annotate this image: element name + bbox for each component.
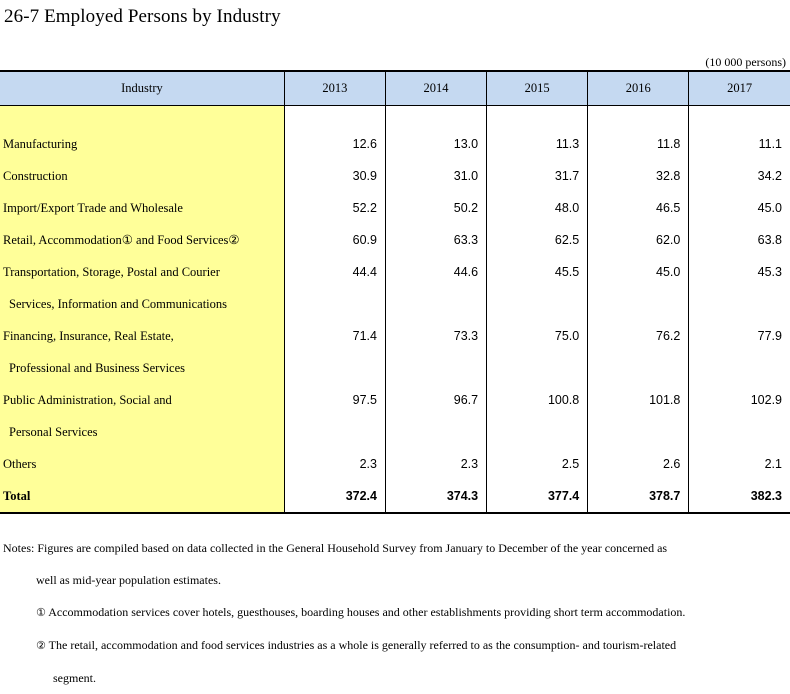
value-cell: 11.3 bbox=[486, 128, 588, 160]
header-year: 2013 bbox=[283, 70, 386, 106]
value-cell: 44.4 bbox=[283, 256, 386, 288]
total-value-cell: 378.7 bbox=[587, 480, 689, 514]
value-cell: 102.9 bbox=[688, 384, 790, 416]
value-cell: 71.4 bbox=[283, 320, 386, 352]
total-label: Total bbox=[0, 480, 285, 514]
value-cell: 11.8 bbox=[587, 128, 689, 160]
value-cell: 77.9 bbox=[688, 320, 790, 352]
value-cell: 76.2 bbox=[587, 320, 689, 352]
industry-label-continuation: Professional and Business Services bbox=[0, 352, 285, 384]
header-year: 2017 bbox=[688, 70, 790, 106]
total-row: Total 372.4 374.3 377.4 378.7 382.3 bbox=[0, 480, 790, 514]
value-cell: 60.9 bbox=[283, 224, 386, 256]
footnote-marker: ② bbox=[36, 639, 46, 652]
table-row: Manufacturing 12.6 13.0 11.3 11.8 11.1 bbox=[0, 128, 790, 160]
footnote-2: ② The retail, accommodation and food ser… bbox=[3, 629, 787, 662]
value-cell: 13.0 bbox=[384, 128, 487, 160]
header-year: 2014 bbox=[384, 70, 487, 106]
total-value-cell: 374.3 bbox=[384, 480, 487, 514]
value-cell: 2.3 bbox=[384, 448, 487, 480]
page-title: 26-7 Employed Persons by Industry bbox=[4, 6, 281, 27]
total-value-cell: 382.3 bbox=[688, 480, 790, 514]
value-cell: 63.8 bbox=[688, 224, 790, 256]
industry-label-continuation: Personal Services bbox=[0, 416, 285, 448]
header-year: 2015 bbox=[486, 70, 588, 106]
notes-line: well as mid-year population estimates. bbox=[36, 573, 221, 587]
total-value-cell: 372.4 bbox=[283, 480, 386, 514]
value-cell: 30.9 bbox=[283, 160, 386, 192]
industry-label-continuation: Services, Information and Communications bbox=[0, 288, 285, 320]
header-industry: Industry bbox=[0, 70, 285, 106]
value-cell: 100.8 bbox=[486, 384, 588, 416]
industry-label: Financing, Insurance, Real Estate, bbox=[0, 320, 285, 352]
table-row-continuation: Personal Services bbox=[0, 416, 790, 448]
table-row: Transportation, Storage, Postal and Cour… bbox=[0, 256, 790, 288]
footnote-text: Accommodation services cover hotels, gue… bbox=[48, 605, 686, 619]
value-cell: 46.5 bbox=[587, 192, 689, 224]
table-row: Others 2.3 2.3 2.5 2.6 2.1 bbox=[0, 448, 790, 480]
industry-label: Import/Export Trade and Wholesale bbox=[0, 192, 285, 224]
footnote-2-continuation: segment. bbox=[53, 671, 96, 685]
industry-cell bbox=[0, 105, 285, 128]
value-cell: 62.0 bbox=[587, 224, 689, 256]
value-cell: 31.0 bbox=[384, 160, 487, 192]
value-cell: 45.5 bbox=[486, 256, 588, 288]
value-cell: 63.3 bbox=[384, 224, 487, 256]
unit-label: (10 000 persons) bbox=[705, 55, 786, 69]
value-cell: 52.2 bbox=[283, 192, 386, 224]
value-cell: 2.5 bbox=[486, 448, 588, 480]
table-header-row: Industry 2013 2014 2015 2016 2017 bbox=[0, 70, 790, 106]
footnote-1: ① Accommodation services cover hotels, g… bbox=[3, 596, 787, 629]
value-cell: 45.3 bbox=[688, 256, 790, 288]
notes-section: Notes: Figures are compiled based on dat… bbox=[3, 532, 787, 694]
industry-label: Construction bbox=[0, 160, 285, 192]
value-cell: 2.1 bbox=[688, 448, 790, 480]
value-cell: 96.7 bbox=[384, 384, 487, 416]
value-cell: 73.3 bbox=[384, 320, 487, 352]
footnote-marker: ① bbox=[36, 606, 46, 619]
value-cell: 50.2 bbox=[384, 192, 487, 224]
total-value-cell: 377.4 bbox=[486, 480, 588, 514]
value-cell: 45.0 bbox=[688, 192, 790, 224]
value-cell: 62.5 bbox=[486, 224, 588, 256]
value-cell: 75.0 bbox=[486, 320, 588, 352]
table-row: Public Administration, Social and 97.5 9… bbox=[0, 384, 790, 416]
table-row: Import/Export Trade and Wholesale 52.2 5… bbox=[0, 192, 790, 224]
industry-label: Public Administration, Social and bbox=[0, 384, 285, 416]
value-cell: 48.0 bbox=[486, 192, 588, 224]
value-cell: 45.0 bbox=[587, 256, 689, 288]
footnote-text: The retail, accommodation and food servi… bbox=[48, 638, 677, 652]
industry-label: Transportation, Storage, Postal and Cour… bbox=[0, 256, 285, 288]
value-cell: 2.6 bbox=[587, 448, 689, 480]
industry-label: Manufacturing bbox=[0, 128, 285, 160]
employment-table: Industry 2013 2014 2015 2016 2017 Manufa… bbox=[0, 70, 790, 514]
header-year: 2016 bbox=[587, 70, 689, 106]
industry-label: Others bbox=[0, 448, 285, 480]
value-cell: 44.6 bbox=[384, 256, 487, 288]
value-cell: 34.2 bbox=[688, 160, 790, 192]
value-cell: 12.6 bbox=[283, 128, 386, 160]
value-cell: 2.3 bbox=[283, 448, 386, 480]
value-cell: 11.1 bbox=[688, 128, 790, 160]
table-row: Financing, Insurance, Real Estate, 71.4 … bbox=[0, 320, 790, 352]
value-cell: 97.5 bbox=[283, 384, 386, 416]
value-cell: 32.8 bbox=[587, 160, 689, 192]
value-cell: 31.7 bbox=[486, 160, 588, 192]
table-row: Retail, Accommodation① and Food Services… bbox=[0, 224, 790, 256]
value-cell: 101.8 bbox=[587, 384, 689, 416]
industry-label: Retail, Accommodation① and Food Services… bbox=[0, 224, 285, 256]
table-row: Construction 30.9 31.0 31.7 32.8 34.2 bbox=[0, 160, 790, 192]
spacer-row bbox=[0, 105, 790, 128]
employment-table-container: Industry 2013 2014 2015 2016 2017 Manufa… bbox=[0, 70, 790, 514]
notes-line: Notes: Figures are compiled based on dat… bbox=[3, 541, 668, 555]
table-row-continuation: Professional and Business Services bbox=[0, 352, 790, 384]
table-row-continuation: Services, Information and Communications bbox=[0, 288, 790, 320]
